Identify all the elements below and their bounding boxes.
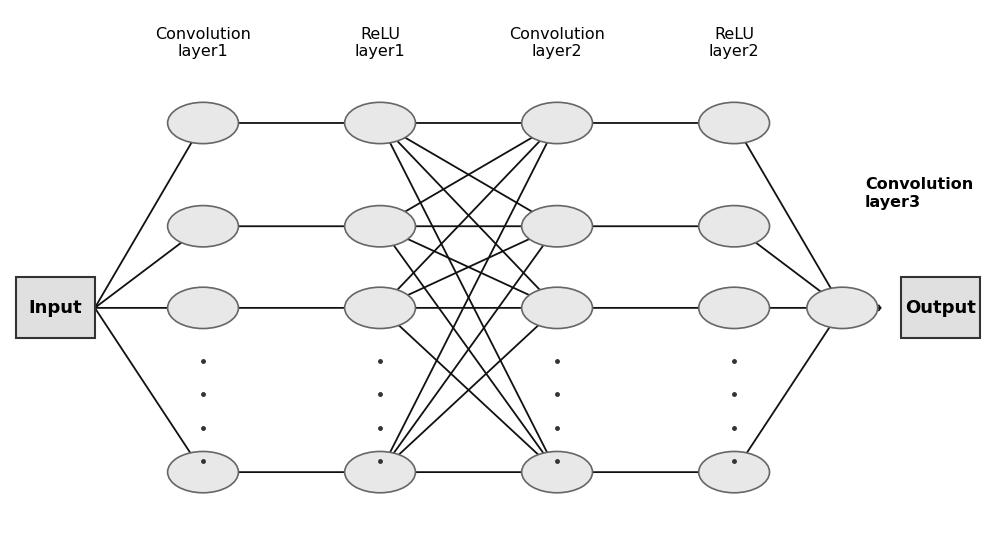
Ellipse shape: [345, 287, 415, 328]
Text: Convolution
layer3: Convolution layer3: [865, 177, 973, 209]
Text: Input: Input: [29, 299, 82, 317]
Ellipse shape: [522, 102, 592, 143]
Text: Convolution
layer2: Convolution layer2: [509, 27, 605, 59]
Ellipse shape: [522, 206, 592, 247]
Ellipse shape: [522, 452, 592, 493]
Ellipse shape: [522, 287, 592, 328]
Ellipse shape: [699, 287, 770, 328]
Text: ReLU
layer1: ReLU layer1: [355, 27, 405, 59]
Ellipse shape: [345, 102, 415, 143]
Ellipse shape: [699, 102, 770, 143]
Text: Output: Output: [905, 299, 976, 317]
Ellipse shape: [699, 452, 770, 493]
Ellipse shape: [345, 452, 415, 493]
FancyBboxPatch shape: [901, 278, 980, 338]
Ellipse shape: [168, 452, 238, 493]
Text: ReLU
layer2: ReLU layer2: [709, 27, 759, 59]
Ellipse shape: [168, 287, 238, 328]
Ellipse shape: [807, 287, 878, 328]
Ellipse shape: [345, 206, 415, 247]
Ellipse shape: [699, 206, 770, 247]
Ellipse shape: [168, 206, 238, 247]
FancyBboxPatch shape: [16, 278, 95, 338]
Ellipse shape: [168, 102, 238, 143]
Text: Convolution
layer1: Convolution layer1: [155, 27, 251, 59]
